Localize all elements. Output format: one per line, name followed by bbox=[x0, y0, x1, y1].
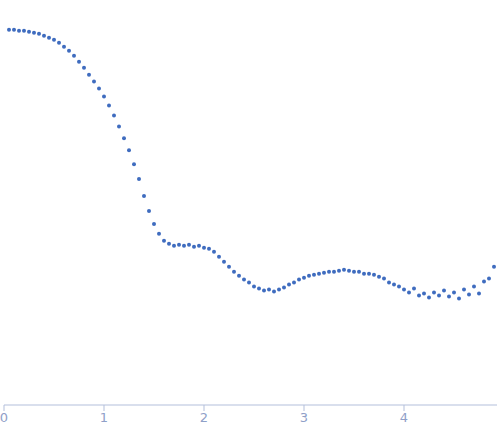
svg-text:4: 4 bbox=[400, 410, 408, 425]
svg-text:0: 0 bbox=[8, 410, 9, 425]
svg-text:1: 1 bbox=[100, 410, 108, 425]
svg-text:3: 3 bbox=[300, 410, 308, 425]
svg-text:2: 2 bbox=[200, 410, 208, 425]
